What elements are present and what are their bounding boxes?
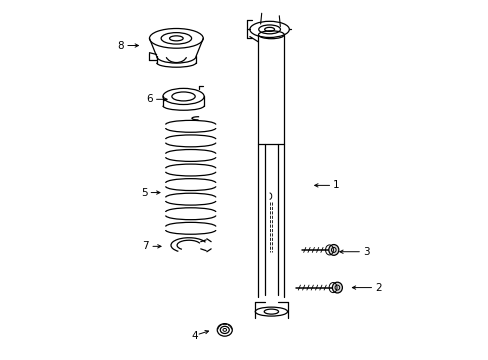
Text: 8: 8 [117,41,124,50]
Text: 1: 1 [332,180,339,190]
Ellipse shape [332,282,342,293]
Ellipse shape [328,244,338,255]
Text: 4: 4 [191,331,197,341]
Text: 3: 3 [363,247,369,257]
Text: 7: 7 [142,241,149,251]
Text: 2: 2 [375,283,382,293]
Text: 5: 5 [141,188,147,198]
Text: 6: 6 [146,94,152,104]
